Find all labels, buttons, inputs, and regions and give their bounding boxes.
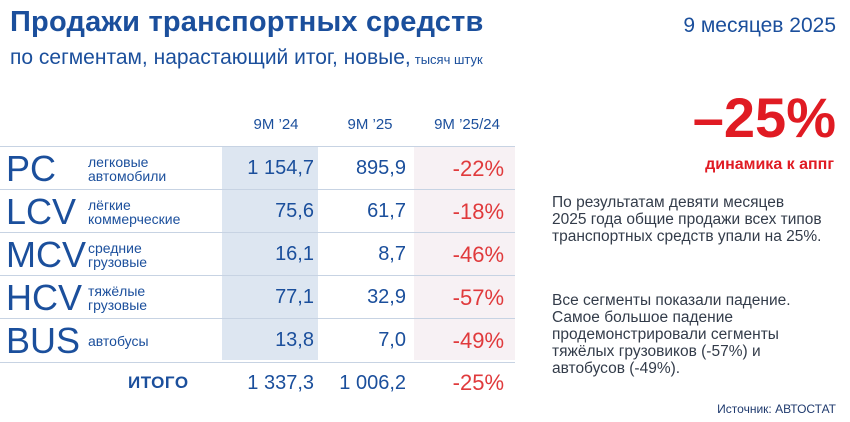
value-9m24: 1 154,7	[247, 157, 314, 179]
total-label: ИТОГО	[128, 373, 189, 392]
table-row: PC легковые автомобили 1 154,7 895,9 -22…	[0, 146, 515, 190]
source-note: Источник: АВТОСТАТ	[717, 402, 836, 416]
change-pct: -57%	[452, 285, 504, 310]
table-row: MCV средние грузовые 16,1 8,7 -46%	[0, 232, 515, 276]
value-9m24: 13,8	[275, 329, 314, 351]
value-9m24: 77,1	[275, 286, 314, 308]
segment-code: MCV	[6, 234, 86, 275]
subtitle-text: по сегментам, нарастающий итог, новые,	[10, 46, 411, 69]
units-label: тысяч штук	[414, 52, 483, 67]
segment-name: тяжёлые грузовые	[88, 282, 148, 313]
value-9m24: 75,6	[275, 200, 314, 222]
page-title: Продажи транспортных средств	[10, 6, 484, 38]
total-9m24: 1 337,3	[247, 372, 314, 394]
period-label: 9 месяцев 2025	[683, 14, 836, 37]
commentary-paragraph-2: Все сегменты показали падение. Самое бол…	[552, 292, 791, 377]
value-9m25: 7,0	[378, 329, 406, 351]
column-header-9m25: 9M ’25	[347, 116, 393, 133]
commentary-paragraph-1: По результатам девяти месяцев 2025 года …	[552, 194, 822, 245]
page-subtitle: по сегментам, нарастающий итог, новые, ты…	[10, 46, 483, 70]
total-row: ИТОГО 1 337,3 1 006,2 -25%	[0, 368, 515, 398]
headline-change-value: –25%	[692, 86, 836, 149]
change-pct: -22%	[452, 156, 504, 181]
headline-change-label: динамика к аппг	[705, 156, 834, 173]
segment-code: BUS	[6, 320, 81, 361]
segment-code: PC	[6, 148, 57, 189]
change-pct: -49%	[452, 328, 504, 353]
column-shade-pct	[414, 146, 515, 360]
change-pct: -18%	[452, 199, 504, 224]
value-9m25: 895,9	[355, 157, 406, 179]
table-row: BUS автобусы 13,8 7,0 -49%	[0, 318, 515, 363]
segment-name: лёгкие коммерческие	[88, 196, 181, 227]
column-shade-9m24	[222, 146, 318, 360]
change-pct: -46%	[452, 242, 504, 267]
segment-code: LCV	[6, 191, 77, 232]
value-9m25: 8,7	[378, 243, 406, 265]
table-row: LCV лёгкие коммерческие 75,6 61,7 -18%	[0, 189, 515, 233]
total-9m25: 1 006,2	[339, 372, 406, 394]
segment-name: легковые автомобили	[88, 153, 167, 184]
column-header-9m24: 9M ’24	[253, 116, 299, 133]
value-9m24: 16,1	[275, 243, 314, 265]
total-change-pct: -25%	[452, 370, 504, 395]
column-header-change: 9M ’25/24	[434, 116, 500, 133]
value-9m25: 61,7	[367, 200, 406, 222]
value-9m25: 32,9	[367, 286, 406, 308]
segment-name: автобусы	[88, 332, 149, 349]
table-row: HCV тяжёлые грузовые 77,1 32,9 -57%	[0, 275, 515, 319]
segment-name: средние грузовые	[88, 239, 148, 270]
segment-code: HCV	[6, 277, 83, 318]
